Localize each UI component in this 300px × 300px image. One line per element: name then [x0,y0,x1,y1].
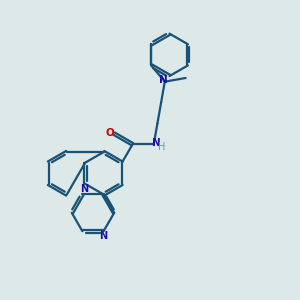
Text: N: N [159,75,168,85]
Text: O: O [105,128,114,138]
Text: H: H [158,142,166,152]
Text: N: N [100,231,108,241]
Text: N: N [152,138,161,148]
Text: N: N [80,184,88,194]
